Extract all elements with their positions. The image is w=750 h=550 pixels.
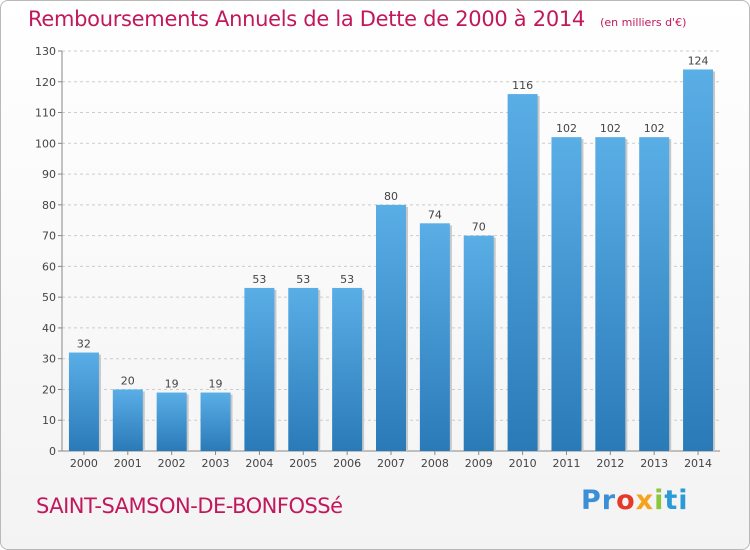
bar-value-label: 20 bbox=[121, 374, 135, 387]
bar bbox=[595, 137, 626, 451]
y-tick-label: 40 bbox=[42, 322, 56, 335]
x-tick-label: 2014 bbox=[684, 457, 712, 470]
y-tick-label: 100 bbox=[35, 137, 56, 150]
y-tick-label: 80 bbox=[42, 199, 56, 212]
commune-name: SAINT-SAMSON-DE-BONFOSSé bbox=[36, 494, 343, 518]
bar bbox=[507, 94, 538, 452]
bar bbox=[112, 389, 143, 451]
bar bbox=[332, 287, 363, 451]
bar-value-label: 102 bbox=[600, 122, 621, 135]
x-tick-label: 2001 bbox=[114, 457, 142, 470]
x-tick-label: 2009 bbox=[465, 457, 493, 470]
bar-value-label: 53 bbox=[252, 273, 266, 286]
bar-value-label: 124 bbox=[688, 54, 709, 67]
bar-value-label: 19 bbox=[165, 378, 179, 391]
bar bbox=[68, 352, 99, 451]
x-tick-label: 2005 bbox=[289, 457, 317, 470]
bar-value-label: 80 bbox=[384, 190, 398, 203]
x-tick-label: 2008 bbox=[421, 457, 449, 470]
bar bbox=[376, 204, 406, 451]
bar bbox=[244, 287, 275, 451]
bar bbox=[288, 287, 319, 451]
bar bbox=[551, 137, 582, 451]
bar-value-label: 32 bbox=[77, 338, 91, 351]
chart-subtitle: (en milliers d'€) bbox=[600, 16, 687, 29]
y-tick-label: 110 bbox=[35, 107, 56, 120]
bar bbox=[200, 392, 231, 451]
bar bbox=[463, 235, 494, 451]
logo-part: x bbox=[635, 485, 655, 516]
bar bbox=[419, 223, 450, 451]
x-tick-label: 2007 bbox=[377, 457, 405, 470]
proxiti-logo: Proxiti bbox=[581, 485, 689, 516]
bar-value-label: 116 bbox=[512, 79, 533, 92]
x-tick-label: 2012 bbox=[596, 457, 624, 470]
logo-part: o bbox=[616, 485, 636, 516]
y-tick-label: 70 bbox=[42, 230, 56, 243]
y-tick-label: 130 bbox=[35, 45, 56, 58]
x-tick-label: 2011 bbox=[552, 457, 580, 470]
y-tick-label: 30 bbox=[42, 353, 56, 366]
x-tick-label: 2000 bbox=[70, 457, 98, 470]
bar-value-label: 19 bbox=[209, 378, 223, 391]
x-tick-label: 2006 bbox=[333, 457, 361, 470]
y-tick-label: 10 bbox=[42, 414, 56, 427]
x-tick-label: 2003 bbox=[202, 457, 230, 470]
chart-title: Remboursements Annuels de la Dette de 20… bbox=[28, 7, 585, 31]
chart-header: Remboursements Annuels de la Dette de 20… bbox=[28, 7, 686, 31]
x-tick-label: 2010 bbox=[509, 457, 537, 470]
bar-value-label: 102 bbox=[556, 122, 577, 135]
bar bbox=[683, 69, 714, 451]
y-tick-label: 120 bbox=[35, 76, 56, 89]
logo-part: Pr bbox=[581, 485, 617, 516]
bar bbox=[639, 137, 670, 451]
y-tick-label: 20 bbox=[42, 383, 56, 396]
logo-part: ti bbox=[664, 485, 689, 516]
bar bbox=[156, 392, 187, 451]
bar-value-label: 74 bbox=[428, 208, 442, 221]
y-tick-label: 90 bbox=[42, 168, 56, 181]
bar-value-label: 102 bbox=[644, 122, 665, 135]
y-tick-label: 60 bbox=[42, 260, 56, 273]
x-tick-label: 2004 bbox=[245, 457, 273, 470]
bar-value-label: 53 bbox=[296, 273, 310, 286]
x-tick-label: 2002 bbox=[158, 457, 186, 470]
x-tick-label: 2013 bbox=[640, 457, 668, 470]
y-tick-label: 50 bbox=[42, 291, 56, 304]
bar-value-label: 70 bbox=[472, 221, 486, 234]
y-tick-label: 0 bbox=[49, 445, 56, 458]
logo-part: i bbox=[654, 485, 665, 516]
bar-value-label: 53 bbox=[340, 273, 354, 286]
